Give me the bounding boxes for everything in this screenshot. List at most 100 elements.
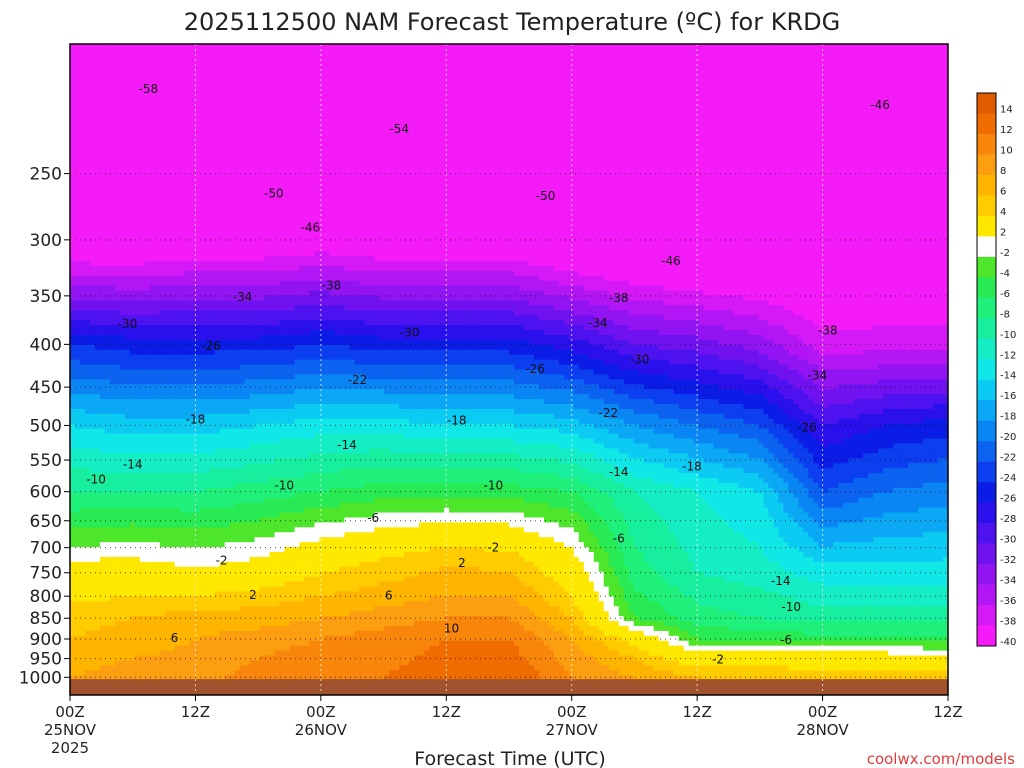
temperature-cell [115, 424, 121, 430]
temperature-cell [75, 370, 81, 376]
temperature-cell [145, 611, 151, 617]
temperature-cell [100, 172, 106, 178]
temperature-cell [210, 123, 216, 129]
temperature-cell [200, 88, 206, 94]
temperature-cell [135, 69, 141, 75]
temperature-cell [70, 660, 76, 666]
temperature-cell [215, 665, 221, 671]
temperature-cell [145, 217, 151, 223]
temperature-cell [240, 365, 246, 371]
temperature-cell [240, 172, 246, 178]
temperature-cell [165, 439, 171, 445]
temperature-cell [240, 448, 246, 454]
temperature-cell [125, 419, 131, 425]
temperature-cell [235, 651, 241, 657]
temperature-cell [140, 350, 146, 356]
temperature-cell [155, 517, 161, 523]
temperature-cell [110, 192, 116, 198]
temperature-cell [80, 557, 86, 563]
temperature-cell [250, 370, 256, 376]
temperature-cell [80, 508, 86, 514]
temperature-cell [170, 670, 176, 676]
temperature-cell [230, 153, 236, 159]
temperature-cell [170, 399, 176, 405]
temperature-cell [145, 660, 151, 666]
temperature-cell [180, 138, 186, 144]
temperature-cell [115, 49, 121, 55]
temperature-cell [95, 577, 101, 583]
temperature-cell [185, 379, 191, 385]
temperature-cell [245, 532, 251, 538]
temperature-cell [80, 660, 86, 666]
temperature-cell [145, 374, 151, 380]
temperature-cell [155, 409, 161, 415]
temperature-cell [120, 266, 126, 272]
temperature-cell [225, 508, 231, 514]
temperature-cell [190, 59, 196, 65]
temperature-cell [180, 394, 186, 400]
temperature-cell [240, 138, 246, 144]
temperature-cell [210, 670, 216, 676]
temperature-cell [145, 434, 151, 440]
temperature-cell [125, 246, 131, 252]
temperature-cell [130, 49, 136, 55]
temperature-cell [255, 281, 261, 287]
temperature-cell [220, 315, 226, 321]
temperature-cell [110, 527, 116, 533]
temperature-cell [80, 157, 86, 163]
temperature-cell [135, 236, 141, 242]
temperature-cell [180, 399, 186, 405]
temperature-cell [250, 187, 256, 193]
temperature-cell [255, 182, 261, 188]
temperature-cell [145, 153, 151, 159]
temperature-cell [235, 424, 241, 430]
temperature-cell [130, 660, 136, 666]
temperature-cell [150, 562, 156, 568]
temperature-cell [175, 162, 181, 168]
temperature-cell [100, 246, 106, 252]
temperature-cell [110, 409, 116, 415]
temperature-cell [130, 217, 136, 223]
temperature-cell [120, 59, 126, 65]
temperature-cell [150, 335, 156, 341]
temperature-cell [250, 468, 256, 474]
temperature-cell [95, 148, 101, 154]
temperature-cell [235, 83, 241, 89]
temperature-cell [145, 197, 151, 203]
temperature-cell [185, 182, 191, 188]
temperature-cell [235, 660, 241, 666]
temperature-cell [210, 157, 216, 163]
temperature-cell [190, 488, 196, 494]
temperature-cell [145, 345, 151, 351]
temperature-cell [200, 587, 206, 593]
temperature-cell [135, 143, 141, 149]
temperature-cell [75, 74, 81, 80]
temperature-cell [145, 118, 151, 124]
temperature-cell [115, 44, 121, 50]
temperature-cell [135, 44, 141, 50]
temperature-cell [85, 424, 91, 430]
temperature-cell [220, 305, 226, 311]
temperature-cell [80, 108, 86, 114]
temperature-cell [110, 49, 116, 55]
temperature-cell [240, 315, 246, 321]
temperature-cell [170, 517, 176, 523]
temperature-cell [215, 241, 221, 247]
temperature-cell [135, 182, 141, 188]
temperature-cell [90, 143, 96, 149]
temperature-cell [155, 320, 161, 326]
temperature-cell [160, 98, 166, 104]
temperature-cell [155, 226, 161, 232]
temperature-cell [175, 552, 181, 558]
temperature-cell [145, 458, 151, 464]
temperature-cell [100, 577, 106, 583]
temperature-cell [150, 182, 156, 188]
temperature-cell [100, 439, 106, 445]
temperature-cell [165, 374, 171, 380]
temperature-cell [90, 508, 96, 514]
temperature-cell [190, 513, 196, 519]
temperature-cell [190, 552, 196, 558]
temperature-cell [165, 148, 171, 154]
temperature-cell [185, 537, 191, 543]
